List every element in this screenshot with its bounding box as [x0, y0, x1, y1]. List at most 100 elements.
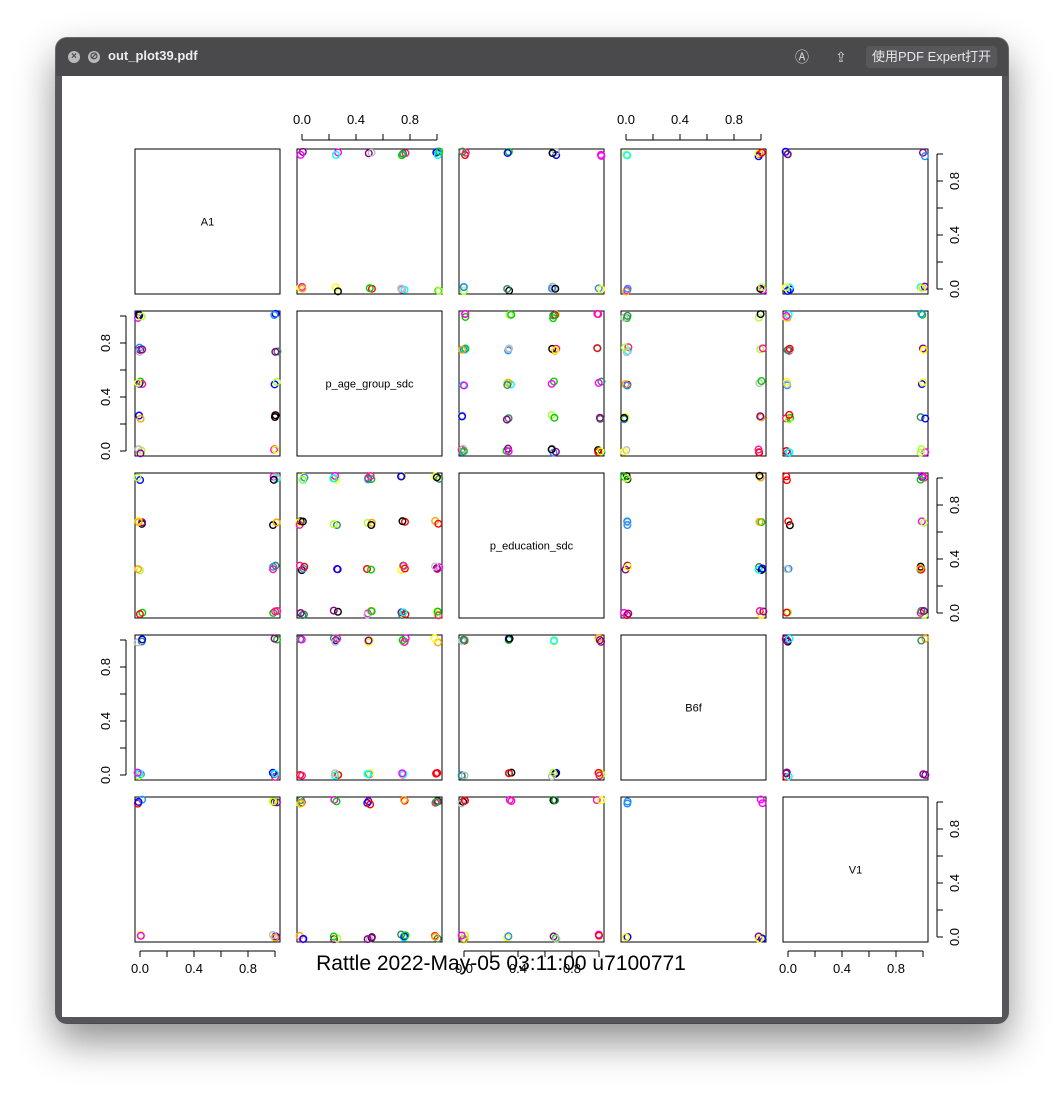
panel-V1-p_age_group_sdc: [296, 796, 443, 943]
data-point: [134, 445, 143, 454]
data-point: [332, 150, 341, 159]
y-tick-label: 0.0: [947, 928, 962, 946]
data-point: [754, 565, 763, 574]
close-icon[interactable]: ×: [68, 51, 80, 63]
data-point: [503, 380, 512, 389]
data-point: [916, 448, 925, 457]
data-point: [297, 635, 306, 644]
data-point: [398, 636, 407, 645]
panel-A1-B6f: [620, 148, 767, 295]
data-point: [921, 634, 930, 643]
data-point: [333, 607, 342, 616]
pdf-viewer-window: × ⊘ out_plot39.pdf Ⓐ ⇪ 使用PDF Expert打开: [56, 38, 1008, 1023]
data-point: [503, 933, 512, 942]
data-point: [547, 772, 556, 781]
data-point: [593, 344, 602, 353]
data-point: [918, 378, 927, 387]
data-point: [136, 931, 145, 940]
data-point: [623, 311, 632, 320]
data-point: [271, 769, 280, 778]
y-tick-label: 0.8: [947, 820, 962, 838]
y-tick-label: 0.0: [947, 604, 962, 622]
panel-p_age_group_sdc-p_education_sdc: [458, 310, 605, 457]
data-point: [430, 634, 439, 643]
data-point: [458, 345, 467, 354]
block-icon[interactable]: ⊘: [88, 51, 100, 63]
data-point: [620, 343, 629, 352]
data-point: [623, 284, 632, 293]
data-point: [400, 932, 409, 941]
data-point: [551, 284, 560, 293]
share-icon[interactable]: ⇪: [835, 49, 847, 65]
data-point: [367, 933, 376, 942]
data-point: [364, 636, 373, 645]
data-point: [269, 565, 278, 574]
data-point: [549, 377, 558, 386]
data-point: [397, 151, 406, 160]
data-point: [367, 565, 376, 574]
markup-icon[interactable]: Ⓐ: [795, 49, 809, 65]
data-point: [594, 378, 603, 387]
data-point: [272, 377, 281, 386]
data-point: [504, 147, 513, 156]
data-point: [782, 311, 791, 320]
data-point: [756, 473, 765, 482]
data-point: [136, 449, 145, 458]
data-point: [333, 565, 342, 574]
data-point: [398, 517, 407, 526]
data-point: [551, 147, 560, 156]
title-bar: × ⊘ out_plot39.pdf Ⓐ ⇪ 使用PDF Expert打开: [56, 38, 1008, 76]
data-point: [755, 935, 764, 944]
x-tick-label: 0.8: [725, 112, 743, 127]
data-point: [756, 310, 765, 319]
data-point: [300, 473, 309, 482]
data-point: [458, 412, 467, 421]
diagonal-label-A1: A1: [201, 217, 214, 229]
data-point: [134, 518, 143, 527]
x-tick-label: 0.8: [401, 112, 419, 127]
data-point: [295, 518, 304, 527]
data-point: [138, 518, 147, 527]
data-point: [367, 521, 376, 530]
data-point: [271, 347, 280, 356]
x-tick-label: 0.4: [185, 961, 203, 976]
x-tick-label: 0.0: [617, 112, 635, 127]
data-point: [461, 309, 470, 318]
data-point: [754, 149, 763, 158]
data-point: [597, 151, 606, 160]
data-point: [400, 637, 409, 646]
y-tick-label: 0.4: [98, 712, 113, 730]
data-point: [135, 566, 144, 575]
panel-p_age_group_sdc-B6f: [620, 310, 767, 457]
panel-p_age_group_sdc-A1: [134, 310, 281, 457]
data-point: [917, 445, 926, 454]
data-point: [547, 379, 556, 388]
panel-A1-p_education_sdc: [458, 148, 605, 295]
x-tick-label: 0.4: [347, 112, 365, 127]
data-point: [435, 147, 444, 156]
data-point: [548, 149, 557, 158]
data-point: [399, 795, 408, 804]
data-point: [623, 517, 632, 526]
data-point: [624, 609, 633, 618]
data-point: [398, 769, 407, 778]
data-point: [332, 797, 341, 806]
data-point: [785, 448, 794, 457]
diagonal-label-V1: V1: [849, 865, 862, 877]
data-point: [399, 608, 408, 617]
data-point: [459, 286, 468, 295]
y-tick-label: 0.4: [947, 550, 962, 568]
panel-B6f-A1: [134, 634, 281, 781]
data-point: [298, 517, 307, 526]
data-point: [550, 413, 559, 422]
data-point: [297, 799, 306, 808]
open-with-pdf-expert-button[interactable]: 使用PDF Expert打开: [866, 46, 998, 68]
x-tick-label: 0.4: [833, 961, 851, 976]
data-point: [432, 564, 441, 573]
data-point: [756, 412, 765, 421]
panel-B6f-V1: [782, 634, 929, 781]
data-point: [549, 311, 558, 320]
data-point: [597, 285, 606, 294]
data-point: [917, 284, 926, 293]
x-tick-label: 0.4: [509, 961, 527, 976]
